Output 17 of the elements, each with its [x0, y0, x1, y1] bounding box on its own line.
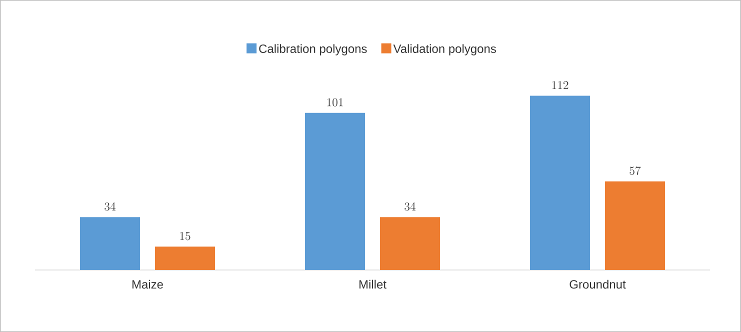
data-label: 57: [630, 166, 641, 175]
bar: [380, 217, 440, 270]
legend-label: Validation polygons: [393, 44, 496, 56]
data-label: 15: [180, 232, 190, 240]
x-tick-label: Maize: [132, 280, 163, 289]
bar: [530, 96, 590, 270]
bar: [80, 217, 140, 270]
bar: [605, 181, 666, 270]
legend-label: Calibration polygons: [259, 44, 367, 56]
data-label: 101: [327, 98, 343, 106]
x-tick-label: Millet: [359, 280, 386, 289]
bar: [305, 112, 366, 270]
data-label: 34: [404, 202, 416, 211]
x-tick-label: Groundnut: [570, 280, 626, 289]
data-label: 34: [104, 202, 116, 211]
bar: [155, 246, 215, 270]
data-label: 112: [552, 81, 568, 90]
